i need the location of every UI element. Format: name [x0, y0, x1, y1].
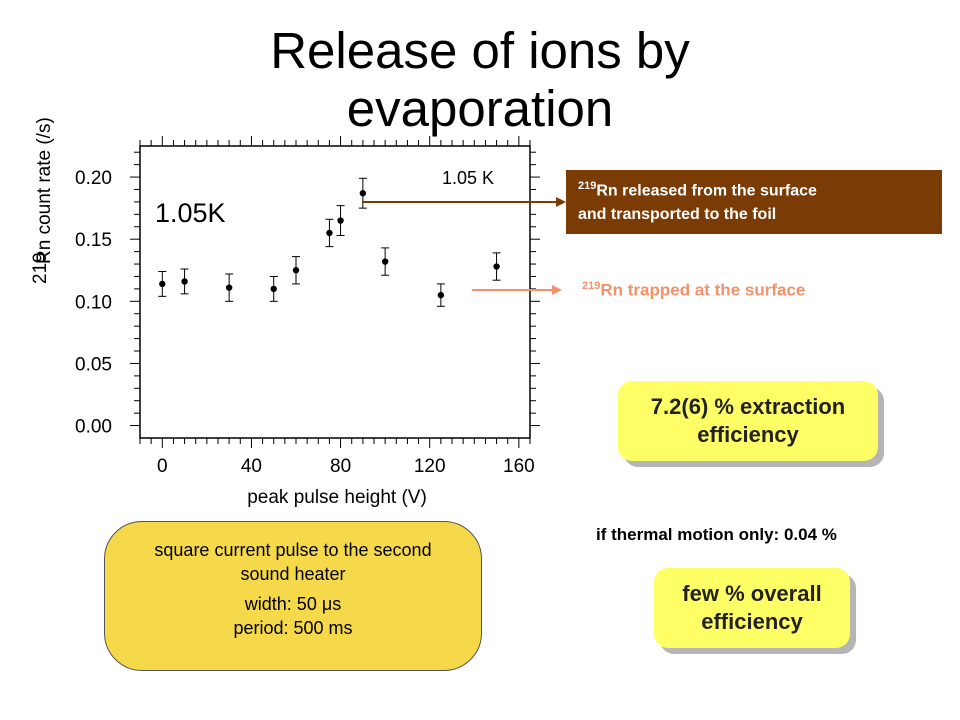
data-point: [159, 280, 166, 288]
released-line-1: Rn released from the surface: [596, 182, 817, 200]
data-point: [381, 258, 389, 265]
data-point: [326, 229, 333, 237]
extraction-efficiency-box: 7.2(6) % extraction efficiency: [618, 381, 878, 461]
released-arrowhead: [556, 197, 566, 207]
released-annotation-box: 219Rn released from the surface and tran…: [566, 170, 942, 234]
pulse-period: period: 500 ms: [233, 618, 353, 638]
trapped-superscript: 219: [582, 280, 601, 292]
data-point: [292, 267, 300, 274]
y-axis-label-superscript: 219: [30, 252, 51, 284]
released-line-2: and transported to the foil: [578, 206, 777, 224]
x-tick-label: 120: [414, 456, 446, 477]
overall-line-2: efficiency: [701, 609, 803, 634]
extraction-line-2: efficiency: [697, 422, 799, 447]
trapped-text: Rn trapped at the surface: [600, 280, 806, 300]
data-point: [337, 217, 344, 224]
y-tick-label: 0.00: [75, 417, 112, 438]
y-tick-label: 0.15: [75, 230, 112, 251]
in-plot-temperature-label: 1.05K: [155, 198, 226, 228]
trapped-annotation: 219Rn trapped at the surface: [582, 280, 805, 301]
data-point: [493, 263, 500, 270]
y-tick-label: 0.05: [75, 354, 112, 375]
x-tick-label: 0: [157, 456, 168, 477]
data-point: [359, 190, 367, 197]
pulse-description-box: square current pulse to the second sound…: [104, 521, 482, 671]
y-axis-label: Rn count rate (/s): [34, 117, 55, 264]
extraction-line-1: 7.2(6) % extraction: [650, 394, 846, 419]
slide-title: Release of ions by evaporation: [270, 22, 690, 137]
x-tick-label: 160: [503, 456, 535, 477]
x-tick-label: 40: [241, 456, 262, 477]
pulse-line-2: sound heater: [240, 564, 346, 584]
data-point: [225, 284, 233, 291]
data-point: [437, 291, 445, 299]
thermal-motion-note: if thermal motion only: 0.04 %: [596, 525, 837, 544]
y-axis-label-group: 219 Rn count rate (/s): [30, 117, 55, 284]
overall-efficiency-box: few % overall efficiency: [654, 568, 850, 648]
data-point: [270, 285, 277, 293]
y-tick-label: 0.20: [75, 168, 112, 189]
y-tick-label: 0.10: [75, 292, 112, 313]
released-superscript: 219: [578, 180, 597, 192]
trapped-arrowhead: [552, 285, 562, 295]
x-tick-label: 80: [330, 456, 351, 477]
pulse-line-1: square current pulse to the second: [154, 540, 432, 560]
data-point: [181, 278, 188, 285]
pulse-width: width: 50 μs: [244, 594, 342, 614]
series-legend-label: 1.05 K: [442, 168, 494, 188]
x-axis-label: peak pulse height (V): [247, 487, 427, 508]
plot-frame: [139, 145, 531, 439]
overall-line-1: few % overall: [682, 581, 822, 606]
